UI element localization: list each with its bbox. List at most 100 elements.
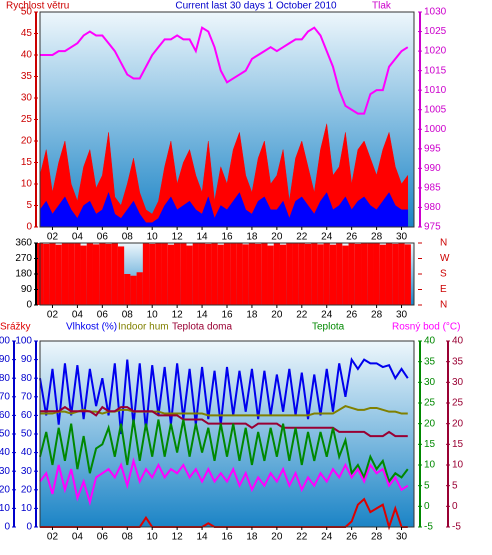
- y2-tick-label: 975: [424, 222, 441, 233]
- y-tick-label: 40: [21, 50, 33, 61]
- y2-tick-label: 5: [424, 480, 430, 491]
- x-tick-label: 24: [321, 532, 333, 543]
- y2-tick-label: 25: [452, 398, 464, 409]
- direction-bar: [49, 243, 56, 305]
- y-tick-label: 20: [21, 136, 33, 147]
- x-tick-label: 20: [271, 532, 283, 543]
- series-line: [39, 356, 409, 435]
- y2-tick-label: 985: [424, 183, 441, 194]
- legend-label: Indoor hum: [118, 322, 169, 333]
- x-tick-label: 14: [197, 532, 209, 543]
- y-tick-label: 60: [21, 410, 33, 421]
- x-tick-label: 24: [321, 232, 333, 243]
- x-tick-label: 16: [221, 532, 233, 543]
- direction-bar: [348, 243, 355, 305]
- y-tick-label: 270: [15, 253, 32, 264]
- x-tick-label: 18: [246, 310, 258, 321]
- y2-tick-label: 995: [424, 143, 441, 154]
- y-tick-label: 100: [15, 336, 32, 347]
- x-tick-label: 20: [271, 232, 283, 243]
- y-tick-label: 40: [0, 447, 10, 458]
- y2-tick-label: 15: [452, 439, 464, 450]
- direction-bar: [92, 244, 100, 305]
- x-tick-label: 02: [47, 310, 59, 321]
- y-tick-label: 90: [21, 354, 33, 365]
- y2-tick-label: 1000: [424, 124, 447, 135]
- direction-bar: [311, 243, 318, 305]
- y-tick-label: 40: [21, 447, 33, 458]
- direction-bar: [68, 243, 75, 305]
- direction-bar: [286, 243, 293, 305]
- x-tick-label: 22: [296, 532, 308, 543]
- legend-label: Teplota doma: [172, 322, 232, 333]
- x-tick-label: 04: [72, 232, 84, 243]
- x-tick-label: 10: [147, 310, 159, 321]
- y2-tick-label: -5: [424, 522, 433, 533]
- direction-bar: [99, 243, 106, 305]
- direction-bar: [142, 243, 150, 305]
- y2-tick-label: 1015: [424, 65, 447, 76]
- direction-bar: [304, 243, 312, 305]
- direction-bar: [180, 243, 187, 305]
- direction-bar: [130, 275, 137, 305]
- y-tick-label: 80: [21, 373, 33, 384]
- x-tick-label: 18: [246, 232, 258, 243]
- direction-bar: [205, 243, 212, 305]
- series-line: [40, 405, 408, 438]
- direction-bar: [379, 244, 386, 305]
- x-tick-label: 02: [47, 232, 59, 243]
- direction-bar: [292, 243, 299, 305]
- direction-bar: [167, 244, 175, 305]
- x-tick-label: 26: [346, 532, 358, 543]
- x-tick-label: 22: [296, 310, 308, 321]
- direction-bar: [192, 243, 199, 305]
- y-tick-label: 50: [21, 7, 33, 18]
- y-tick-label: 180: [15, 269, 32, 280]
- direction-bar: [273, 243, 280, 305]
- y-tick-label: 90: [0, 354, 10, 365]
- direction-bar: [74, 243, 81, 305]
- direction-bar: [198, 243, 206, 305]
- y2-tick-label: S: [440, 269, 447, 280]
- y-tick-label: 0: [26, 300, 32, 311]
- y2-tick-label: 10: [424, 460, 436, 471]
- x-tick-label: 12: [172, 310, 184, 321]
- direction-bar: [186, 245, 193, 305]
- y-tick-label: 50: [0, 429, 10, 440]
- y2-tick-label: 1010: [424, 85, 447, 96]
- y2-tick-label: 0: [424, 501, 430, 512]
- direction-bar: [174, 243, 181, 305]
- y-tick-label: 80: [0, 373, 10, 384]
- wind-area: [39, 191, 409, 228]
- direction-bar: [211, 243, 218, 305]
- direction-bar: [223, 243, 231, 305]
- x-tick-label: 08: [122, 310, 134, 321]
- direction-bar: [236, 243, 243, 305]
- y2-tick-label: -5: [452, 522, 461, 533]
- y2-tick-label: 15: [424, 439, 436, 450]
- x-tick-label: 26: [346, 310, 358, 321]
- y2-tick-label: 40: [452, 336, 464, 347]
- x-tick-label: 16: [221, 232, 233, 243]
- direction-bar: [55, 244, 62, 305]
- y2-tick-label: 25: [424, 398, 436, 409]
- x-tick-label: 16: [221, 310, 233, 321]
- x-tick-label: 06: [97, 532, 109, 543]
- direction-bar: [242, 244, 249, 305]
- x-tick-label: 14: [197, 310, 209, 321]
- direction-bar: [342, 245, 349, 305]
- direction-bar: [61, 243, 69, 305]
- direction-bar: [136, 272, 143, 305]
- x-tick-label: 08: [122, 532, 134, 543]
- direction-bar: [117, 246, 125, 305]
- y2-tick-label: 20: [452, 418, 464, 429]
- legend-label: Vlhkost (%): [66, 322, 117, 333]
- x-tick-label: 04: [72, 310, 84, 321]
- y-tick-label: 100: [0, 336, 10, 347]
- series-line: [40, 26, 409, 115]
- legend-label: Teplota: [312, 322, 345, 333]
- x-tick-label: 30: [396, 532, 408, 543]
- y2-tick-label: 40: [424, 336, 436, 347]
- legend-label: Rosný bod (°C): [392, 322, 460, 333]
- y2-tick-label: 35: [424, 356, 436, 367]
